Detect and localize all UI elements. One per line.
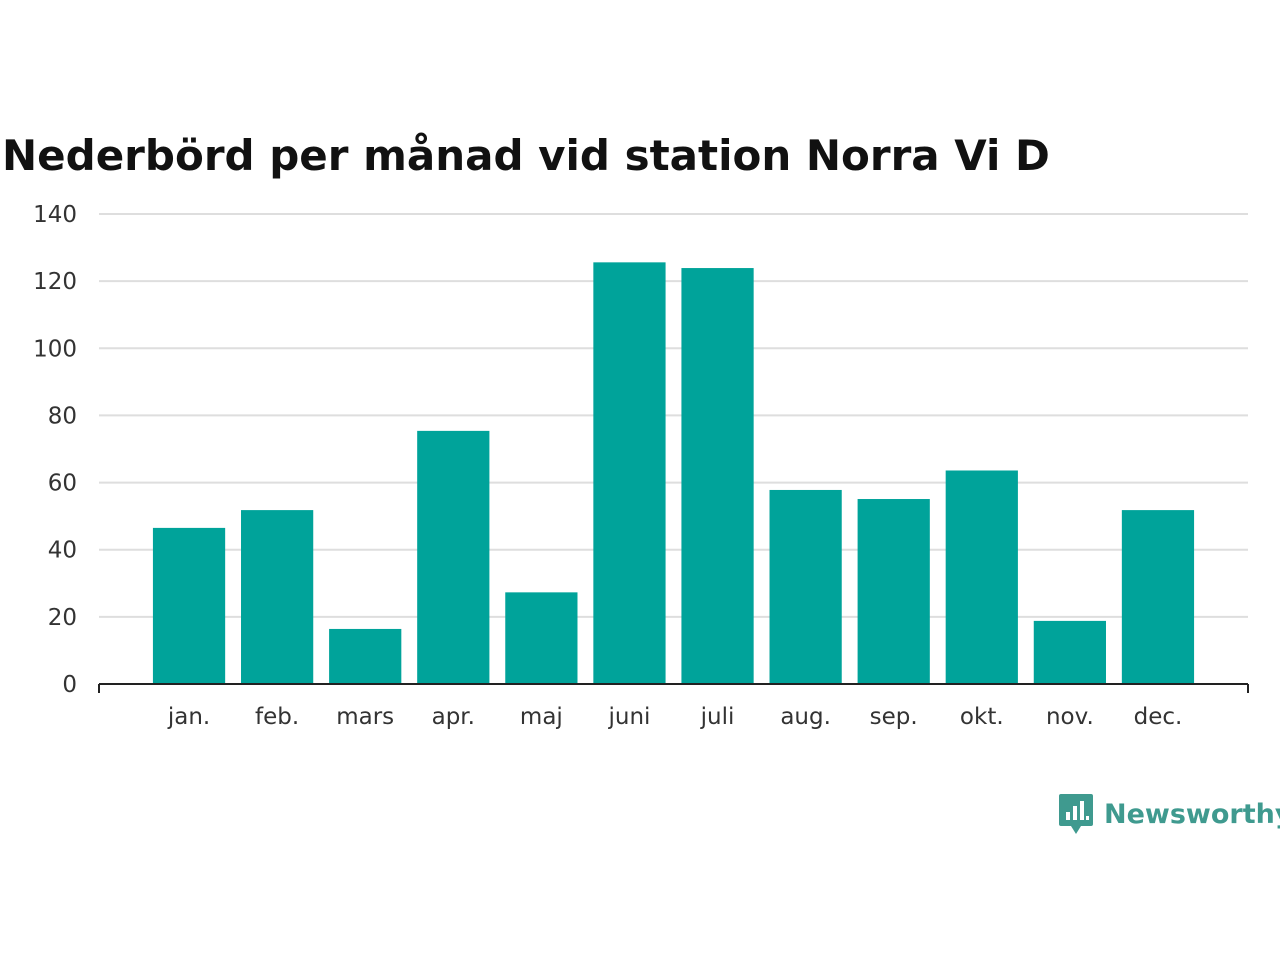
brand-name: Newsworthy [1104, 798, 1280, 830]
bar [241, 510, 314, 684]
bar [593, 262, 666, 684]
y-tick-label: 60 [48, 471, 77, 497]
x-tick-label: feb. [255, 704, 299, 730]
x-tick-label: mars [336, 704, 394, 730]
y-tick-label: 20 [48, 605, 77, 631]
y-tick-label: 120 [33, 269, 77, 295]
brand-logo: Newsworthy [1058, 792, 1280, 836]
y-tick-label: 140 [33, 202, 77, 228]
bars [152, 262, 1195, 684]
y-tick-label: 80 [48, 403, 77, 429]
bar [681, 268, 754, 684]
x-tick-label: juli [700, 704, 735, 730]
bar [945, 470, 1018, 684]
x-tick-label: juni [607, 704, 650, 730]
bar [1033, 620, 1106, 684]
bar [769, 489, 842, 684]
x-tick-label: aug. [780, 704, 831, 730]
y-tick-label: 100 [33, 336, 77, 362]
x-tick-label: maj [520, 704, 563, 730]
y-tick-label: 0 [62, 672, 77, 698]
chart-title: Nederbörd per månad vid station Norra Vi… [2, 131, 1050, 180]
bar [329, 628, 402, 684]
bar [505, 592, 578, 684]
y-tick-label: 40 [48, 538, 77, 564]
y-axis-ticks: 0 20 40 60 80 100 120 140 [33, 202, 77, 698]
x-tick-label: nov. [1046, 704, 1094, 730]
x-tick-label: apr. [432, 704, 475, 730]
x-tick-label: okt. [960, 704, 1004, 730]
x-axis-ticks: jan. feb. mars apr. maj juni juli aug. sep. okt. n… [167, 704, 1182, 730]
chart-speech-bubble-icon [1059, 794, 1093, 834]
x-tick-label: sep. [870, 704, 918, 730]
bar [1121, 510, 1195, 684]
x-axis [98, 683, 1249, 693]
x-tick-label: dec. [1134, 704, 1183, 730]
x-tick-label: jan. [167, 704, 210, 730]
bar [857, 499, 930, 684]
bar [417, 430, 490, 684]
bar [152, 527, 226, 684]
